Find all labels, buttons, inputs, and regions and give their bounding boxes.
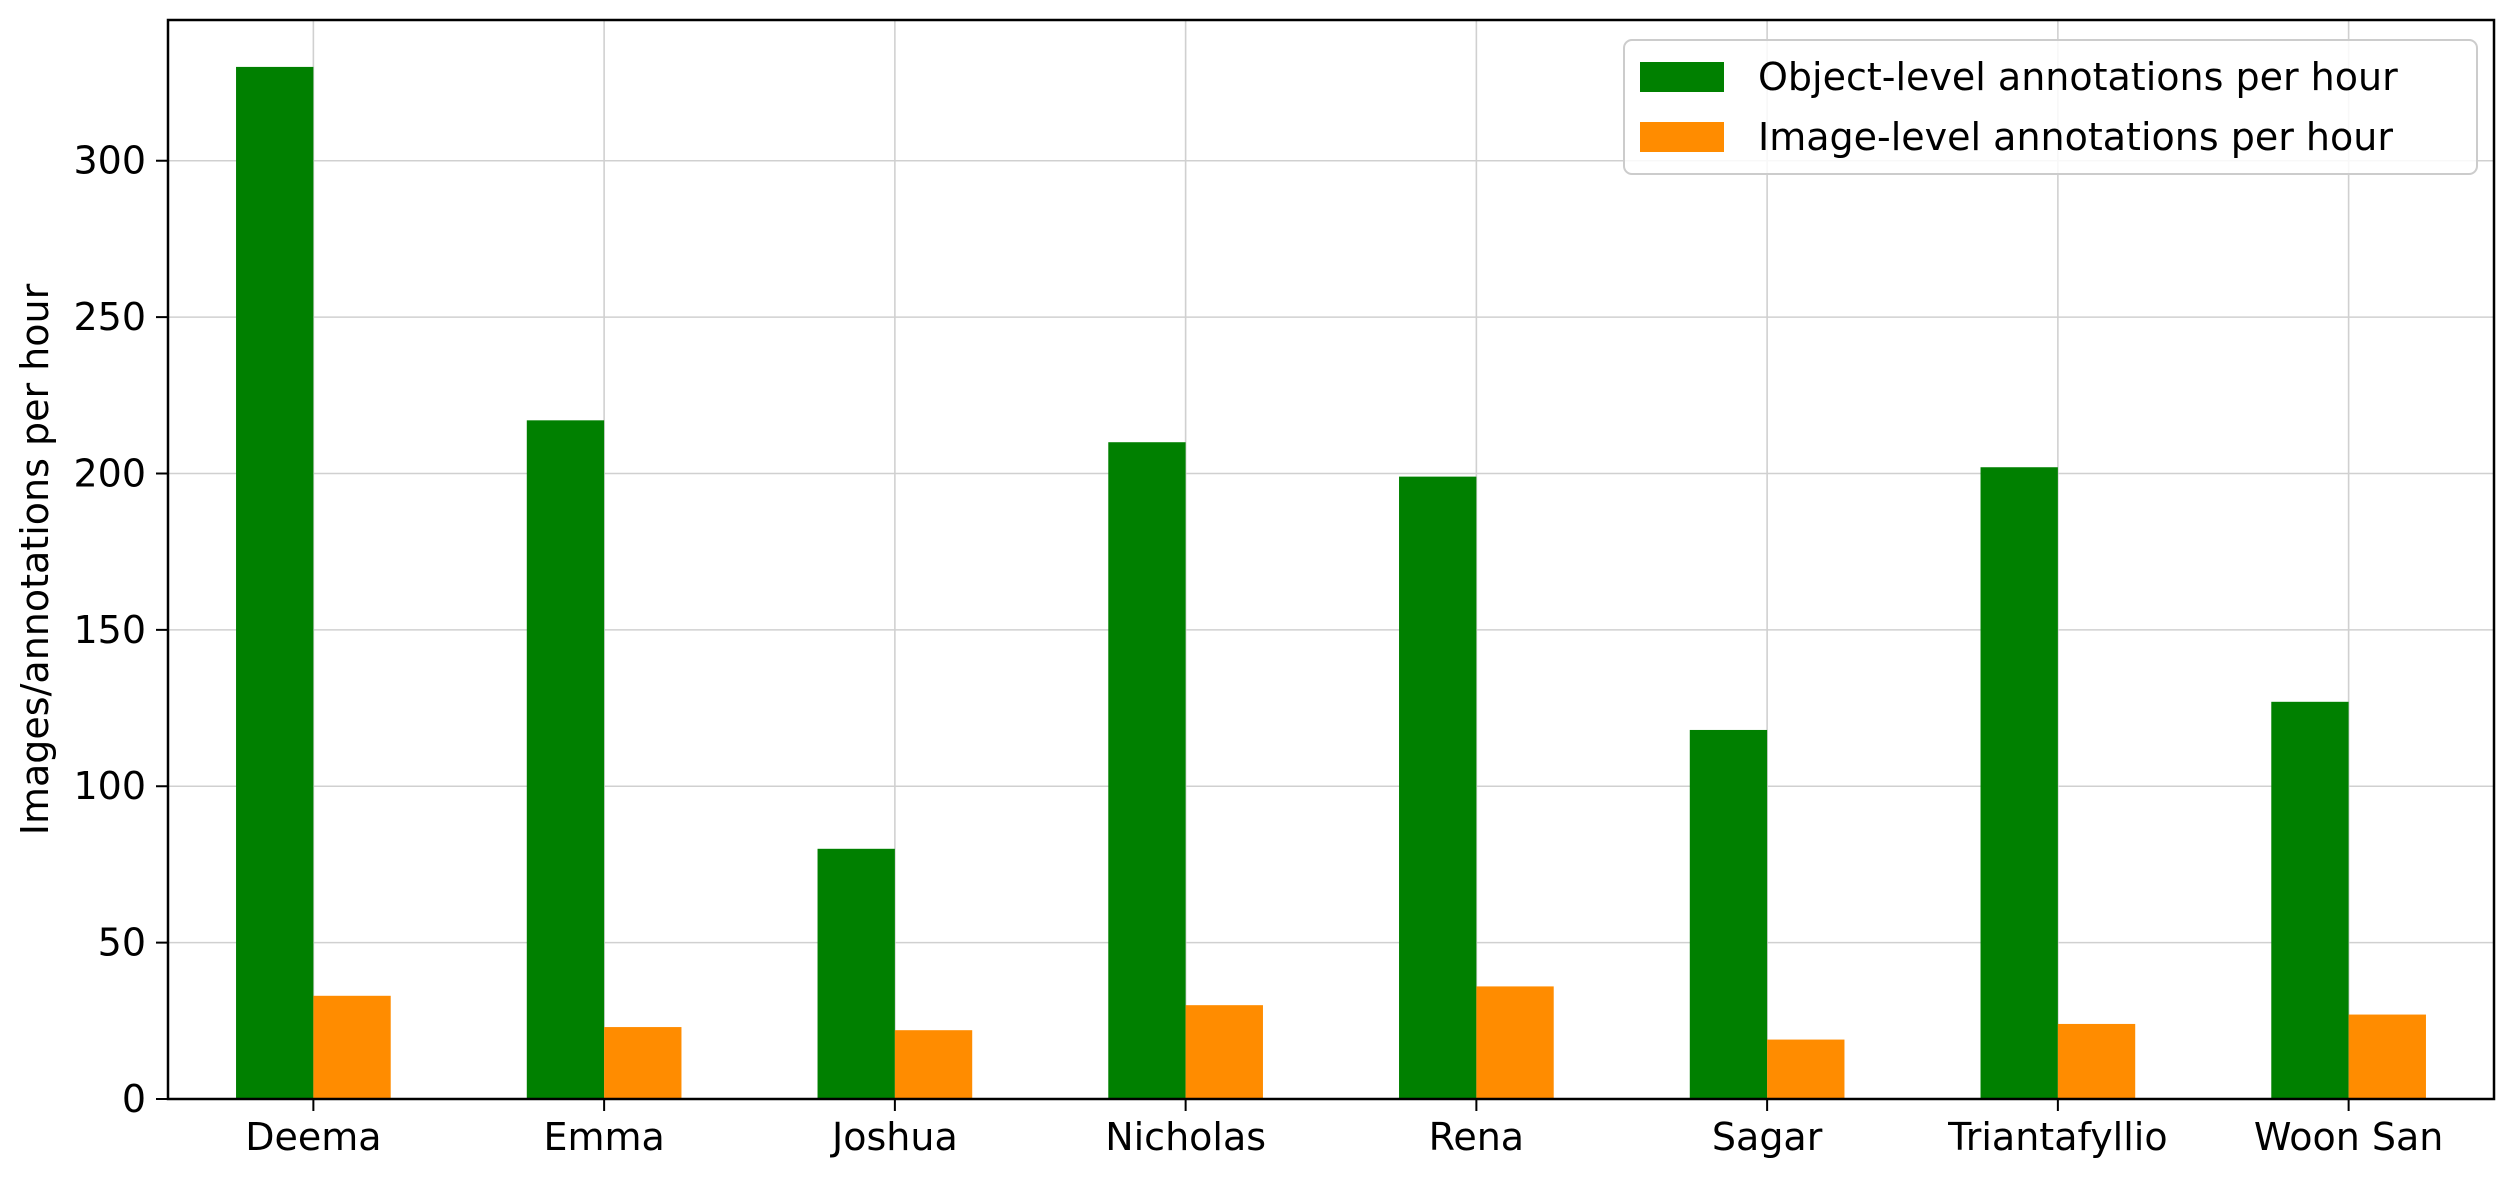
legend-swatch bbox=[1640, 62, 1724, 92]
y-tick-label: 200 bbox=[73, 451, 146, 495]
y-axis: 0 50 100 150 200 250 300 bbox=[73, 139, 168, 1121]
bar-object-level bbox=[1689, 729, 1768, 1099]
x-tick-label: Rena bbox=[1429, 1115, 1524, 1159]
x-tick-label: Sagar bbox=[1712, 1115, 1823, 1159]
x-tick-label: Triantafyllio bbox=[1947, 1115, 2167, 1159]
y-tick-label: 100 bbox=[73, 764, 146, 808]
y-tick-label: 250 bbox=[73, 295, 146, 339]
legend-box bbox=[1623, 39, 2478, 175]
y-tick-label: 50 bbox=[98, 921, 146, 965]
bar-image-level bbox=[1476, 986, 1554, 1099]
bar-object-level bbox=[526, 420, 605, 1099]
bar-image-level bbox=[1185, 1005, 1263, 1099]
y-tick-label: 0 bbox=[122, 1077, 146, 1121]
bars bbox=[236, 66, 2426, 1099]
legend-entry: Object-level annotations per hour bbox=[1758, 55, 2398, 99]
y-tick-label: 150 bbox=[73, 608, 146, 652]
x-tick-label: Deema bbox=[245, 1115, 381, 1159]
x-tick-label: Nicholas bbox=[1105, 1115, 1266, 1159]
x-tick-label: Joshua bbox=[830, 1115, 958, 1159]
bar-object-level bbox=[1980, 467, 2058, 1099]
legend-entry: Image-level annotations per hour bbox=[1758, 115, 2393, 159]
bar-object-level bbox=[2271, 701, 2349, 1099]
bar-image-level bbox=[1767, 1039, 1845, 1099]
x-tick-label: Woon San bbox=[2254, 1115, 2444, 1159]
x-axis: Deema Emma Joshua Nicholas Rena Sagar Triantaf… bbox=[245, 1099, 2443, 1159]
y-axis-label: Images/annotations per hour bbox=[13, 283, 57, 835]
y-tick-label: 300 bbox=[73, 139, 146, 183]
bar-image-level bbox=[604, 1027, 682, 1099]
bar-object-level bbox=[1108, 442, 1186, 1099]
bar-image-level bbox=[2348, 1014, 2426, 1099]
legend: Object-level annotations per hour Image-l… bbox=[1623, 39, 2478, 175]
legend-swatch bbox=[1640, 122, 1724, 152]
x-tick-label: Emma bbox=[543, 1115, 664, 1159]
plot-frame bbox=[166, 18, 2496, 1101]
bar-object-level bbox=[817, 848, 895, 1099]
bar-object-level bbox=[236, 66, 314, 1099]
bar-image-level bbox=[313, 995, 391, 1099]
bar-object-level bbox=[1399, 476, 1477, 1099]
bar-image-level bbox=[894, 1030, 973, 1099]
bar-image-level bbox=[2057, 1023, 2136, 1099]
grid bbox=[168, 20, 2494, 1100]
